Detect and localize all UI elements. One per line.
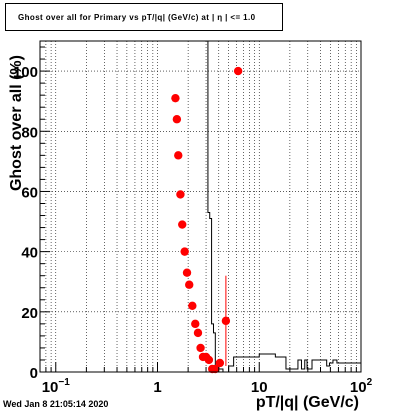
data-point: [171, 93, 180, 103]
y-tick-label: 0: [30, 365, 38, 382]
timestamp-footer: Wed Jan 8 21:05:14 2020: [3, 399, 109, 409]
data-point: [215, 358, 225, 368]
data-point: [221, 316, 231, 326]
data-point: [176, 190, 185, 199]
x-tick-label: 10−1: [42, 377, 71, 396]
data-point: [193, 328, 203, 338]
marker-series: [171, 66, 243, 374]
data-point: [196, 343, 205, 353]
x-tick-label: 10: [251, 379, 268, 396]
histogram-series: [206, 40, 361, 373]
x-axis-label: pT/|q| (GeV/c): [256, 394, 359, 411]
y-tick-label: 60: [21, 184, 38, 201]
x-tick-label-exponent: −1: [58, 377, 70, 388]
y-tick-label: 20: [21, 305, 38, 322]
plot-frame: [39, 40, 362, 373]
grid-lines: [40, 41, 361, 373]
data-point: [174, 151, 183, 160]
chart-title: Ghost over all for Primary vs pT/|q| (Ge…: [18, 12, 256, 22]
data-point: [233, 66, 243, 76]
data-point: [180, 247, 189, 256]
data-point: [211, 364, 220, 374]
histogram-outline: [206, 40, 361, 373]
y-tick-label: 100: [13, 64, 38, 81]
x-tick-label-exponent: 2: [367, 377, 373, 388]
chart-title-box: Ghost over all for Primary vs pT/|q| (Ge…: [5, 3, 283, 31]
x-tick-label: 1: [153, 379, 161, 396]
data-point: [188, 301, 197, 310]
data-point: [191, 319, 200, 329]
data-point: [204, 355, 214, 365]
data-point: [172, 115, 182, 124]
y-tick-label: 80: [21, 124, 38, 141]
plot-border: [39, 40, 362, 373]
data-point: [178, 220, 187, 229]
y-axis-label: Ghost over all (%): [8, 55, 25, 191]
y-tick-label: 40: [21, 245, 38, 262]
data-point: [182, 268, 192, 277]
data-point: [185, 280, 194, 289]
